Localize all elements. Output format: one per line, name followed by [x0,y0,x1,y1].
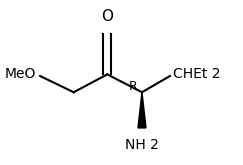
Text: R: R [129,80,138,93]
Text: O: O [101,9,113,24]
Text: MeO: MeO [4,67,36,81]
Polygon shape [138,92,146,128]
Text: NH 2: NH 2 [125,138,159,152]
Text: CHEt 2: CHEt 2 [173,67,221,81]
